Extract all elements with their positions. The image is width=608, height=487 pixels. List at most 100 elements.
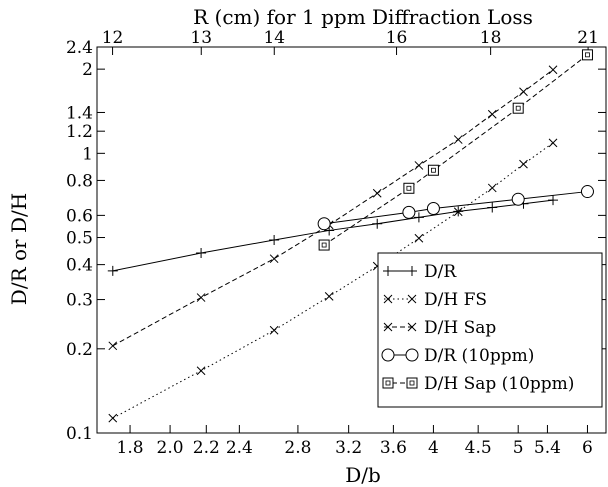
- series-2-point: [548, 65, 558, 75]
- legend-item: D/R (10ppm): [381, 346, 534, 366]
- series-0-point: [413, 212, 424, 223]
- x-tick-label: 1.8: [117, 438, 144, 458]
- legend-item: D/H Sap: [383, 318, 496, 338]
- legend-marker-start: [383, 322, 393, 332]
- x-tick-label: 2.2: [193, 438, 220, 458]
- series-4-point-box: [581, 49, 593, 61]
- legend-marker-start: [382, 377, 394, 389]
- legend-marker-start: [383, 294, 393, 304]
- series-4-point: [318, 239, 330, 251]
- legend-label: D/H Sap: [424, 318, 496, 338]
- series-3-point: [402, 205, 416, 219]
- series-2-point: [453, 135, 463, 144]
- top-tick-label: 12: [102, 28, 124, 48]
- series-2-point: [269, 254, 279, 264]
- series-4-point: [581, 49, 593, 61]
- series-4-point-box: [403, 182, 415, 194]
- x-tick-label: 2.8: [284, 438, 311, 458]
- legend-marker-start: [381, 348, 395, 362]
- x-tick-label: 3.6: [380, 438, 407, 458]
- series-4-point-box: [427, 164, 439, 176]
- series-4-point-dot: [515, 105, 521, 111]
- series-1-point: [414, 233, 424, 243]
- series-3-point: [580, 185, 594, 199]
- series-2-point: [196, 293, 206, 302]
- legend-marker-end-dot: [409, 380, 415, 386]
- series-4-point-box: [318, 239, 330, 251]
- series-4-point-dot: [585, 52, 590, 58]
- series-4-point-dot: [406, 185, 412, 191]
- series-4-point: [427, 164, 439, 176]
- series-1-point: [108, 413, 118, 423]
- series-0-point: [372, 218, 383, 229]
- top-tick-label: 13: [190, 28, 212, 48]
- series-0-line: [112, 199, 554, 272]
- series-4-point-dot: [321, 242, 327, 248]
- x-tick-label: 5.4: [534, 438, 561, 458]
- legend-marker-start-box: [382, 377, 394, 389]
- y-tick-label: 0.4: [66, 256, 93, 276]
- y-tick-label: 0.6: [66, 206, 93, 226]
- x-tick-label: 4.5: [465, 438, 492, 458]
- series-2-point: [372, 188, 382, 198]
- y-tick-label: 0.5: [66, 229, 93, 249]
- series-2-point: [519, 87, 528, 97]
- top-tick-label: 14: [263, 28, 285, 48]
- series-0-point: [269, 234, 280, 245]
- series-3-point: [317, 217, 331, 231]
- series-0-point: [548, 195, 559, 206]
- y-tick-label: 0.2: [66, 340, 93, 360]
- series-1-point: [453, 207, 463, 217]
- series-4-point: [403, 182, 415, 194]
- series-0-point: [196, 248, 207, 259]
- y-tick-label: 0.3: [66, 291, 93, 311]
- series-2-point: [487, 109, 497, 119]
- y-tick-label: 1.4: [66, 103, 93, 123]
- y-tick-label: 1.2: [66, 122, 93, 142]
- legend-label: D/R: [424, 262, 457, 282]
- series-1-point: [487, 183, 497, 193]
- legend-item: D/R: [383, 262, 457, 282]
- series-2-point: [414, 161, 424, 170]
- series-2-point: [108, 341, 118, 351]
- series-1-point: [548, 138, 558, 148]
- y-axis-label: D/R or D/H: [7, 193, 31, 305]
- x-tick-label: 2.0: [157, 438, 184, 458]
- plot-area: 1.8 2.0 2.2 2.4 2.8 3.2 3.6 4 4.5 5 5.4 612 13 14 16 18…: [66, 28, 607, 458]
- legend-marker-start-dot: [385, 380, 391, 386]
- y-tick-label: 1: [82, 144, 93, 164]
- legend-marker-end: [407, 266, 417, 276]
- y-tick-label: 0.1: [66, 424, 93, 444]
- legend-marker-end: [407, 294, 417, 304]
- legend-marker-end: [407, 322, 417, 332]
- y-tick-label: 2: [82, 60, 93, 80]
- plot-frame: [96, 46, 607, 434]
- series-0-point: [107, 265, 118, 276]
- series-3-line: [324, 191, 588, 225]
- series-1-point: [196, 366, 206, 376]
- series-1-point: [269, 325, 279, 335]
- x-tick-label: 2.4: [226, 438, 253, 458]
- series-0-point: [487, 202, 498, 213]
- top-tick-label: 21: [577, 28, 599, 48]
- x-tick-label: 6: [582, 438, 593, 458]
- series-3-point: [426, 201, 440, 215]
- series-1-point: [324, 292, 334, 301]
- series-4-line: [323, 54, 588, 246]
- top-tick-label: 18: [480, 28, 502, 48]
- legend-label: D/H Sap (10ppm): [424, 374, 574, 394]
- y-tick-label: 2.4: [66, 38, 93, 58]
- legend-label: D/H FS: [424, 290, 487, 310]
- legend-marker-start: [383, 266, 393, 276]
- legend-label: D/R (10ppm): [424, 346, 534, 366]
- x-tick-label: 4: [428, 438, 439, 458]
- top-tick-label: 16: [386, 28, 408, 48]
- x-tick-label: 3.2: [335, 438, 362, 458]
- x-tick-label: 5: [513, 438, 524, 458]
- legend-marker-end: [406, 377, 418, 389]
- legend-item: D/H FS: [383, 290, 487, 310]
- y-tick-label: 0.8: [66, 171, 93, 191]
- series-1-point: [519, 159, 528, 169]
- series-3-point: [511, 192, 525, 206]
